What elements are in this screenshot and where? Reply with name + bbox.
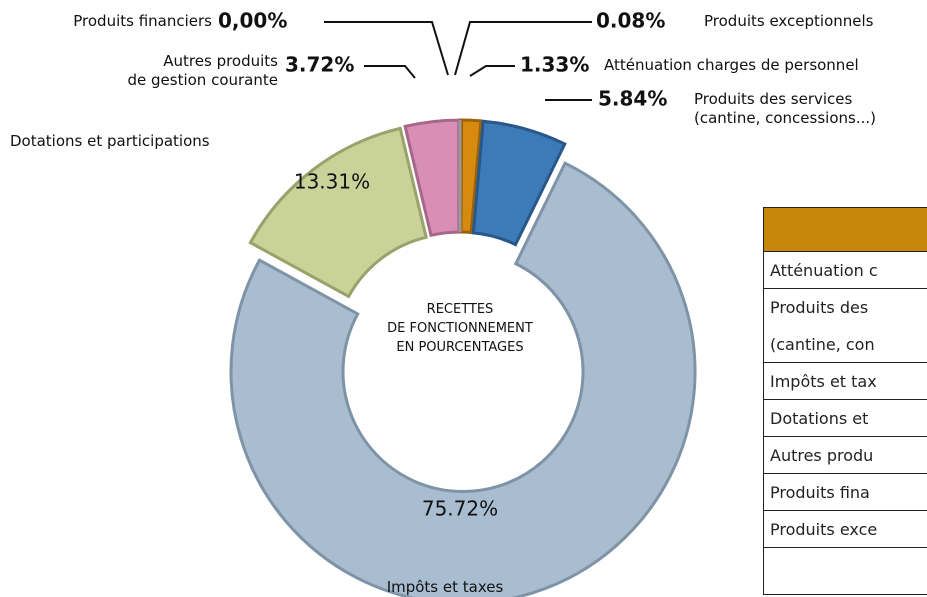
category-label: Atténuation charges de personnel xyxy=(604,56,859,74)
table-cell-text: Produits des xyxy=(770,298,869,317)
donut-slice xyxy=(459,118,483,235)
value-label: 0,00% xyxy=(218,9,287,33)
table-cell-text: Impôts et tax xyxy=(770,372,877,391)
value-label: 3.72% xyxy=(285,53,354,77)
category-label: Produits des services (cantine, concessi… xyxy=(694,90,876,127)
table-row: Atténuation c xyxy=(763,252,927,289)
table-row: Produits des (cantine, con xyxy=(763,289,927,363)
category-label: Impôts et taxes xyxy=(386,578,504,596)
table-row: Impôts et tax xyxy=(763,363,927,400)
category-label: Produits exceptionnels xyxy=(704,12,874,30)
table-cell-text: Autres produ xyxy=(770,446,874,465)
table-row: Produits exce xyxy=(763,511,927,548)
category-label: Autres produits de gestion courante xyxy=(127,52,279,89)
table-cell-text: Atténuation c xyxy=(770,261,878,280)
value-label: 1.33% xyxy=(520,53,589,77)
donut-slice xyxy=(471,119,567,247)
table-cell-text: (cantine, con xyxy=(770,335,875,354)
value-label: 5.84% xyxy=(598,87,667,111)
value-label: 75.72% xyxy=(422,497,498,521)
category-label: Dotations et participations xyxy=(10,132,210,150)
leader-line xyxy=(324,21,449,76)
value-label: 0.08% xyxy=(596,9,665,33)
category-label: Produits financiers xyxy=(73,12,212,30)
table-row: Autres produ xyxy=(763,437,927,474)
table: Atténuation c Produits des (cantine, con Im… xyxy=(763,207,927,597)
table-row xyxy=(763,548,927,595)
value-label: 13.31% xyxy=(294,170,370,194)
donut-slice xyxy=(229,161,697,597)
leader-line xyxy=(364,65,416,79)
table-cell-text: Produits exce xyxy=(770,520,878,539)
leader-line xyxy=(454,21,592,76)
table-header xyxy=(763,207,927,252)
table-row: Produits fina xyxy=(763,474,927,511)
center-label: RECETTES DE FONCTIONNEMENT EN POURCENTAG… xyxy=(387,302,533,355)
table-cell-text: Dotations et xyxy=(770,409,869,428)
table-cell-text: Produits fina xyxy=(770,483,870,502)
leader-line xyxy=(469,65,515,77)
table-row: Dotations et xyxy=(763,400,927,437)
donut-slice xyxy=(248,126,428,299)
